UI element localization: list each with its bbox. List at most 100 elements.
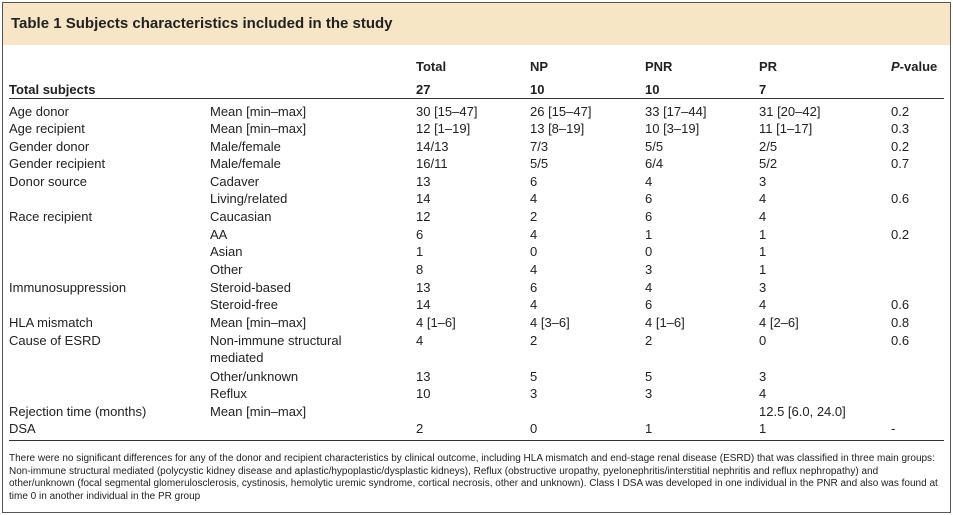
cell-value: 6 bbox=[416, 227, 424, 242]
cell-value: 14/13 bbox=[416, 139, 449, 154]
cell-value: 1 bbox=[759, 421, 767, 436]
cell-value: 6 bbox=[645, 191, 653, 206]
column-header: PR bbox=[759, 59, 778, 74]
cell-value: 0.7 bbox=[891, 156, 910, 171]
cell-value: 1 bbox=[416, 244, 424, 259]
cell-value: 4 bbox=[645, 174, 653, 189]
cell-value: - bbox=[891, 421, 896, 436]
row-sublabel: Other bbox=[210, 262, 243, 277]
cell-value: 30 [15–47] bbox=[416, 104, 478, 119]
cell-value: 31 [20–42] bbox=[759, 104, 821, 119]
row-sublabel: Living/related bbox=[210, 191, 288, 206]
cell-value: 12.5 [6.0, 24.0] bbox=[759, 404, 846, 419]
cell-value: 4 bbox=[759, 209, 767, 224]
cell-value: 13 bbox=[416, 369, 431, 384]
column-header: PNR bbox=[645, 59, 673, 74]
row-label: Immunosuppression bbox=[9, 280, 127, 295]
cell-value: 3 bbox=[759, 280, 767, 295]
row-sublabel: Steroid-free bbox=[210, 297, 278, 312]
row-sublabel: Steroid-based bbox=[210, 280, 291, 295]
total-count: 27 bbox=[416, 82, 431, 97]
row-sublabel: Male/female bbox=[210, 139, 281, 154]
row-label: Total subjects bbox=[9, 82, 96, 97]
cell-value: 12 [1–19] bbox=[416, 121, 471, 136]
cell-value: 0.6 bbox=[891, 191, 910, 206]
cell-value: 0.6 bbox=[891, 333, 910, 348]
row-label: Age recipient bbox=[9, 121, 85, 136]
cell-value: 6 bbox=[645, 297, 653, 312]
cell-value: 6/4 bbox=[645, 156, 664, 171]
cell-value: 26 [15–47] bbox=[530, 104, 592, 119]
cell-value: 0.6 bbox=[891, 297, 910, 312]
row-label: Gender donor bbox=[9, 139, 90, 154]
row-sublabel: AA bbox=[210, 227, 228, 242]
cell-value: 4 [1–6] bbox=[416, 315, 456, 330]
cell-value: 14 bbox=[416, 297, 431, 312]
cell-value: 4 bbox=[759, 386, 767, 401]
cell-value: 0.2 bbox=[891, 139, 910, 154]
cell-value: 4 bbox=[530, 262, 538, 277]
cell-value: 5 bbox=[530, 369, 538, 384]
cell-value: 16/11 bbox=[416, 156, 448, 171]
cell-value: 4 bbox=[759, 297, 767, 312]
total-count: 7 bbox=[759, 82, 767, 97]
cell-value: 4 bbox=[530, 191, 538, 206]
cell-value: 1 bbox=[759, 227, 767, 242]
cell-value: 4 bbox=[416, 333, 424, 348]
cell-value: 5/5 bbox=[645, 139, 664, 154]
row-sublabel: Cadaver bbox=[210, 174, 260, 189]
cell-value: 12 bbox=[416, 209, 431, 224]
cell-value: 4 bbox=[530, 227, 538, 242]
cell-value: 2 bbox=[416, 421, 424, 436]
total-count: 10 bbox=[530, 82, 545, 97]
title-bar: Table 1 Subjects characteristics include… bbox=[3, 3, 950, 45]
row-sublabel: Other/unknown bbox=[210, 369, 299, 384]
cell-value: 6 bbox=[530, 174, 538, 189]
cell-value: 0 bbox=[645, 244, 653, 259]
table-title: Table 1 Subjects characteristics include… bbox=[11, 15, 393, 32]
row-label: Age donor bbox=[9, 104, 69, 119]
row-sublabel: Mean [min–max] bbox=[210, 121, 307, 136]
cell-value: 10 [3–19] bbox=[645, 121, 700, 136]
cell-value: 4 bbox=[645, 280, 653, 295]
column-header: Total bbox=[416, 59, 447, 74]
cell-value: 3 bbox=[759, 174, 767, 189]
row-label: Cause of ESRD bbox=[9, 333, 101, 348]
row-sublabel: Non-immune structural mediated bbox=[210, 333, 342, 365]
cell-value: 7/3 bbox=[530, 139, 549, 154]
cell-value: 8 bbox=[416, 262, 424, 277]
cell-value: 2 bbox=[645, 333, 653, 348]
row-label: DSA bbox=[9, 421, 36, 436]
row-label: Rejection time (months) bbox=[9, 404, 147, 419]
cell-value: 3 bbox=[759, 369, 767, 384]
row-sublabel: Mean [min–max] bbox=[210, 404, 307, 419]
cell-value: 1 bbox=[759, 244, 767, 259]
cell-value: 10 bbox=[416, 386, 431, 401]
cell-value: 3 bbox=[645, 386, 653, 401]
cell-value: 1 bbox=[759, 262, 767, 277]
cell-value: 0 bbox=[530, 244, 538, 259]
row-sublabel: Caucasian bbox=[210, 209, 272, 224]
cell-value: 0.3 bbox=[891, 121, 910, 136]
cell-value: 0.2 bbox=[891, 227, 910, 242]
row-sublabel: Male/female bbox=[210, 156, 281, 171]
row-sublabel: Asian bbox=[210, 244, 243, 259]
cell-value: 4 bbox=[530, 297, 538, 312]
cell-value: 2 bbox=[530, 209, 538, 224]
cell-value: 2/5 bbox=[759, 139, 778, 154]
cell-value: 13 bbox=[416, 174, 431, 189]
cell-value: 4 [1–6] bbox=[645, 315, 685, 330]
row-label: HLA mismatch bbox=[9, 315, 93, 330]
cell-value: 5 bbox=[645, 369, 653, 384]
cell-value: 0 bbox=[759, 333, 767, 348]
cell-value: 0 bbox=[530, 421, 538, 436]
row-sublabel: Reflux bbox=[210, 386, 247, 401]
cell-value: 6 bbox=[530, 280, 538, 295]
column-header: NP bbox=[530, 59, 549, 74]
cell-value: 1 bbox=[645, 421, 653, 436]
cell-value: 4 bbox=[759, 191, 767, 206]
cell-value: 33 [17–44] bbox=[645, 104, 707, 119]
cell-value: 4 [2–6] bbox=[759, 315, 799, 330]
cell-value: 0.8 bbox=[891, 315, 910, 330]
